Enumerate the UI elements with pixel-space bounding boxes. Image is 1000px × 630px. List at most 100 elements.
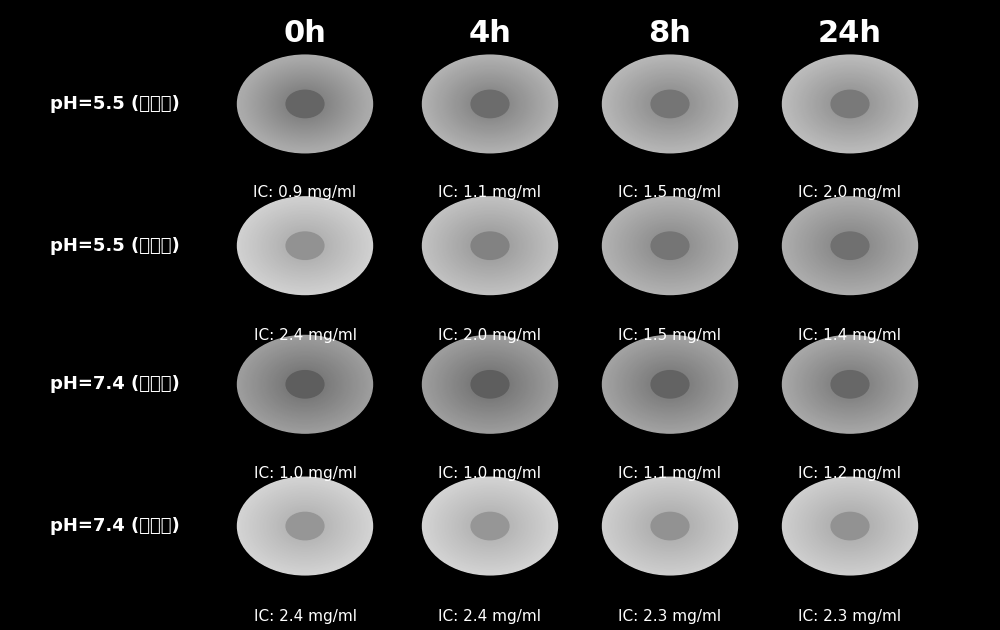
Ellipse shape	[277, 364, 333, 404]
Ellipse shape	[830, 512, 870, 541]
Ellipse shape	[488, 382, 492, 386]
Ellipse shape	[820, 82, 880, 126]
Ellipse shape	[471, 512, 509, 540]
Ellipse shape	[244, 340, 366, 428]
Ellipse shape	[847, 101, 853, 106]
Ellipse shape	[817, 222, 883, 269]
Ellipse shape	[797, 207, 903, 284]
Ellipse shape	[261, 72, 349, 135]
Ellipse shape	[436, 65, 544, 143]
Ellipse shape	[293, 237, 317, 255]
Ellipse shape	[834, 515, 866, 537]
Ellipse shape	[833, 92, 867, 116]
Ellipse shape	[804, 351, 896, 418]
Ellipse shape	[482, 98, 498, 110]
Ellipse shape	[272, 81, 338, 127]
Ellipse shape	[249, 485, 361, 567]
Ellipse shape	[826, 229, 874, 263]
Ellipse shape	[610, 483, 730, 569]
Ellipse shape	[790, 483, 910, 569]
Ellipse shape	[642, 506, 698, 546]
Ellipse shape	[288, 514, 322, 538]
Ellipse shape	[624, 493, 716, 559]
Ellipse shape	[661, 377, 679, 391]
Ellipse shape	[639, 223, 702, 268]
Ellipse shape	[452, 357, 528, 412]
Ellipse shape	[796, 65, 904, 143]
Ellipse shape	[480, 238, 500, 253]
Ellipse shape	[811, 356, 889, 413]
Ellipse shape	[614, 485, 726, 567]
Ellipse shape	[823, 84, 877, 123]
Ellipse shape	[242, 59, 368, 149]
Ellipse shape	[264, 496, 346, 556]
Ellipse shape	[464, 507, 516, 545]
Ellipse shape	[795, 345, 905, 424]
Ellipse shape	[484, 380, 496, 389]
Ellipse shape	[668, 102, 672, 106]
Ellipse shape	[475, 93, 505, 115]
Ellipse shape	[428, 201, 552, 290]
Ellipse shape	[267, 218, 343, 273]
Ellipse shape	[477, 236, 504, 256]
Ellipse shape	[635, 501, 705, 551]
Ellipse shape	[456, 501, 524, 551]
Ellipse shape	[285, 89, 325, 118]
Ellipse shape	[276, 505, 334, 547]
Ellipse shape	[613, 484, 727, 568]
Ellipse shape	[239, 336, 371, 432]
Ellipse shape	[644, 507, 696, 545]
Ellipse shape	[461, 505, 519, 547]
Ellipse shape	[287, 513, 323, 539]
Ellipse shape	[793, 343, 907, 426]
Ellipse shape	[642, 364, 698, 404]
Ellipse shape	[469, 369, 511, 400]
Ellipse shape	[461, 83, 519, 125]
Ellipse shape	[846, 101, 854, 107]
Ellipse shape	[651, 512, 689, 540]
Ellipse shape	[658, 95, 682, 113]
Ellipse shape	[442, 69, 538, 139]
Ellipse shape	[297, 379, 313, 390]
Ellipse shape	[245, 203, 365, 289]
Ellipse shape	[628, 354, 712, 415]
Ellipse shape	[289, 234, 321, 257]
Ellipse shape	[842, 98, 858, 110]
Ellipse shape	[645, 228, 695, 263]
Ellipse shape	[269, 358, 341, 410]
Ellipse shape	[253, 67, 357, 141]
Ellipse shape	[254, 490, 356, 563]
Ellipse shape	[268, 219, 342, 273]
Ellipse shape	[622, 349, 718, 420]
Ellipse shape	[452, 498, 528, 554]
Ellipse shape	[821, 505, 879, 547]
Ellipse shape	[641, 363, 699, 406]
Ellipse shape	[477, 517, 503, 535]
Ellipse shape	[304, 245, 306, 246]
Ellipse shape	[477, 237, 503, 255]
Ellipse shape	[839, 376, 861, 392]
Ellipse shape	[288, 234, 322, 258]
Ellipse shape	[794, 63, 906, 145]
Ellipse shape	[294, 518, 316, 534]
Ellipse shape	[847, 243, 853, 248]
Ellipse shape	[465, 367, 515, 402]
Ellipse shape	[784, 56, 916, 152]
Ellipse shape	[252, 488, 358, 564]
Ellipse shape	[250, 206, 360, 285]
Ellipse shape	[435, 345, 545, 424]
Ellipse shape	[478, 375, 502, 393]
Ellipse shape	[477, 374, 504, 394]
Ellipse shape	[633, 357, 707, 411]
Text: IC: 1.0 mg/ml: IC: 1.0 mg/ml	[438, 466, 542, 481]
Ellipse shape	[798, 489, 902, 563]
Ellipse shape	[656, 236, 684, 256]
Ellipse shape	[476, 236, 504, 256]
Ellipse shape	[466, 367, 514, 401]
Ellipse shape	[291, 516, 319, 536]
Ellipse shape	[656, 94, 684, 114]
Ellipse shape	[481, 378, 499, 391]
Ellipse shape	[631, 217, 709, 274]
Ellipse shape	[641, 224, 699, 267]
Ellipse shape	[271, 501, 339, 551]
